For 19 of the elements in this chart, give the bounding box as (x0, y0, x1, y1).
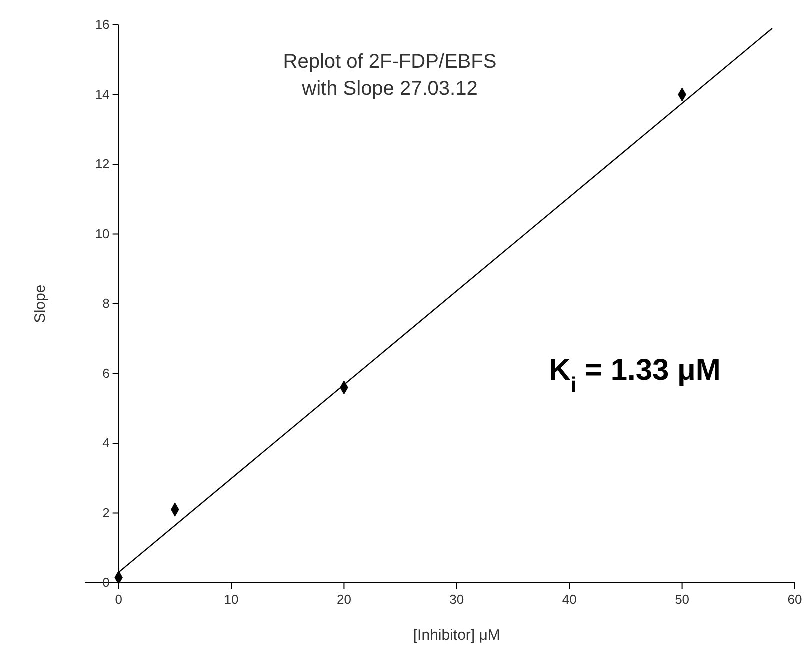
y-tick-label: 12 (95, 156, 110, 172)
y-tick-label: 4 (102, 436, 110, 450)
x-tick-label: 60 (788, 592, 802, 607)
x-tick-label: 50 (675, 592, 690, 607)
text: Replot of 2F-FDP/EBFS with Slope 27.03.12 (283, 51, 497, 100)
x-tick-label: 30 (450, 592, 464, 607)
x-tick-label: 20 (336, 592, 352, 607)
y-tick-label: 6 (102, 366, 110, 381)
y-tick-label: 8 (102, 296, 110, 311)
y-tick-label: 2 (102, 505, 110, 520)
y-axis-title: Slope (32, 284, 49, 324)
y-tick-label: 16 (95, 17, 110, 32)
x-tick-label: 40 (562, 592, 577, 607)
y-tick-label: 14 (95, 86, 110, 102)
annotation: K$_{i}$ = 1.33 μM (549, 354, 721, 396)
x-axis-title: [Inhibitor] μM (413, 627, 500, 644)
x-tick-label: 0 (115, 592, 122, 607)
x-tick-label: 10 (224, 592, 239, 607)
y-tick-label: 10 (95, 226, 110, 242)
